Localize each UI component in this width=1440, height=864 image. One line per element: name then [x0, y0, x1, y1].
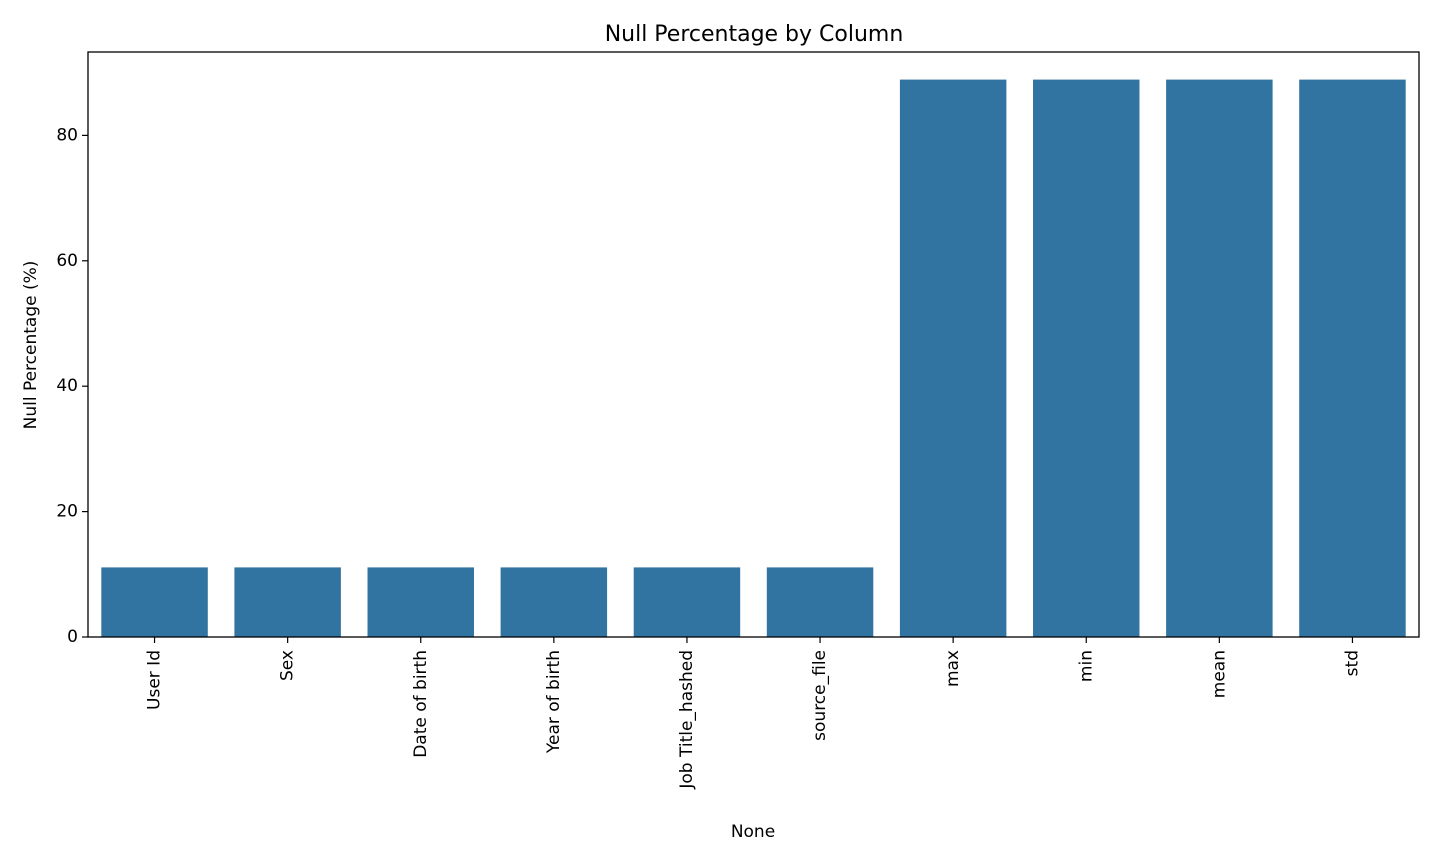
bars-group [101, 79, 1406, 637]
y-tick-label: 60 [56, 251, 78, 271]
x-tick-label: Year of birth [544, 650, 564, 754]
bar-date-of-birth [367, 567, 474, 637]
x-tick-label: max [943, 650, 963, 687]
y-tick-label: 0 [67, 627, 78, 647]
x-tick-label: Job Title_hashed [677, 650, 697, 790]
bar-mean [1166, 79, 1273, 637]
y-tick-label: 80 [56, 125, 78, 145]
y-tick-label: 40 [56, 376, 78, 396]
x-axis-label: None [731, 822, 775, 842]
y-axis-ticks: 0 20 40 60 80 [56, 125, 88, 647]
y-tick-label: 20 [56, 502, 78, 522]
x-tick-label: std [1342, 650, 1362, 676]
x-tick-label: Sex [278, 650, 298, 681]
x-tick-label: Date of birth [411, 650, 431, 758]
y-axis-label: Null Percentage (%) [21, 261, 41, 430]
bar-job-title-hashed [633, 567, 741, 637]
x-tick-label: User Id [145, 650, 165, 710]
bar-year-of-birth [500, 567, 608, 637]
chart-title: Null Percentage by Column [605, 22, 904, 47]
bar-max [899, 79, 1007, 637]
bar-sex [234, 567, 341, 637]
x-tick-label: min [1076, 650, 1096, 682]
x-axis-ticks: User Id Sex Date of birth Year of birth Job … [145, 637, 1362, 790]
bar-user-id [101, 567, 208, 637]
x-tick-label: mean [1209, 650, 1229, 698]
bar-source-file [766, 567, 874, 637]
bar-min [1033, 79, 1140, 637]
x-tick-label: source_file [810, 650, 830, 741]
plot-frame [87, 51, 1420, 638]
bar-std [1299, 79, 1406, 637]
